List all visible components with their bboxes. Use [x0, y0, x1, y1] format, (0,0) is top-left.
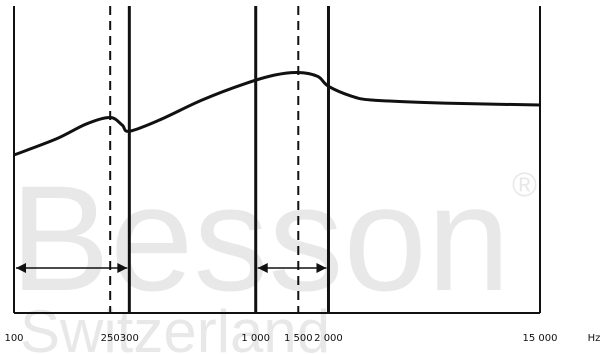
band-arrow-left-head-0: [16, 263, 26, 273]
x-tick-label-100: 100: [4, 333, 23, 344]
x-tick-label-2000: 2 000: [314, 333, 343, 344]
watermark-registered-mark: ®: [512, 166, 537, 204]
watermark-sub: Switzerland: [20, 298, 330, 354]
x-unit-label: Hz: [588, 333, 601, 344]
band-arrows: [16, 263, 327, 273]
frequency-markers: [109, 6, 330, 313]
x-tick-label-1000: 1 000: [241, 333, 270, 344]
band-arrow-left-head-1: [257, 263, 268, 273]
watermark: Besson Switzerland ®: [10, 154, 537, 354]
plot-frame: [13, 6, 541, 314]
x-tick-label-15000: 15 000: [523, 333, 558, 344]
x-tick-label-1500: 1 500: [284, 333, 313, 344]
band-arrow-right-head-1: [316, 263, 327, 273]
response-curve: [13, 70, 541, 157]
x-tick-labels: 100 250 300 1 000 1 500 2 000 15 000 Hz: [4, 333, 600, 344]
x-tick-label-300: 300: [120, 333, 139, 344]
watermark-brand: Besson: [10, 154, 510, 322]
band-arrow-right-head-0: [117, 263, 128, 273]
response-curve-line: [13, 70, 541, 157]
x-tick-label-250: 250: [101, 333, 120, 344]
